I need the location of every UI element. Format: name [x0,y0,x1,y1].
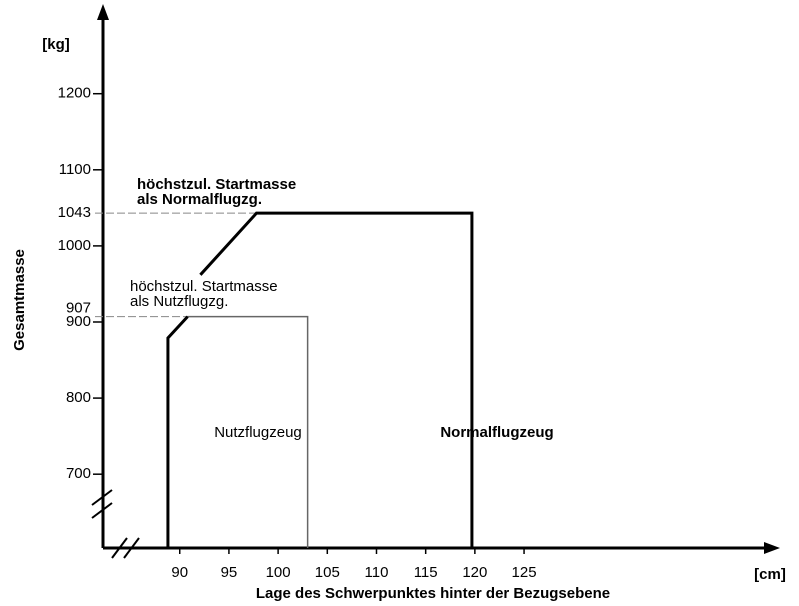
axis-break [123,537,140,559]
y-tick-label: 800 [66,389,91,406]
y-tick-label: 1000 [58,237,91,254]
x-unit: [cm] [754,566,786,583]
reference-label: als Normalflugzg. [137,191,262,208]
y-tick-label: 1100 [59,161,91,178]
reference-label: als Nutzflugzg. [130,293,228,310]
axis-break [111,537,128,559]
y-tick-label: 700 [66,465,91,482]
reference-value-label: 1043 [58,204,91,221]
x-tick-label: 95 [221,564,238,581]
x-axis-label: Lage des Schwerpunktes hinter der Bezugs… [256,585,610,602]
reference-label: höchstzul. Startmasse [137,176,296,193]
y-unit: [kg] [42,36,70,53]
x-tick-label: 105 [315,564,340,581]
envelope-left-edge [166,315,189,548]
region-label: Normalflugzeug [440,424,553,441]
reference-label: höchstzul. Startmasse [130,278,278,295]
axis-break [91,502,113,519]
region-label: Nutzflugzeug [214,424,302,441]
y-tick-label: 1200 [58,85,91,102]
y-tick-label: 900 [66,313,91,330]
x-arrow [764,542,780,554]
reference-value-label: 907 [66,300,91,317]
x-tick-label: 100 [266,564,291,581]
x-tick-label: 110 [365,564,389,581]
x-tick-label: 90 [171,564,188,581]
envelope-line [199,211,474,548]
axis-break [91,489,113,506]
x-tick-label: 125 [512,564,537,581]
y-arrow [97,4,109,20]
y-axis-label: Gesamtmasse [11,249,28,351]
x-tick-label: 120 [462,564,487,581]
x-tick-label: 115 [414,564,438,581]
